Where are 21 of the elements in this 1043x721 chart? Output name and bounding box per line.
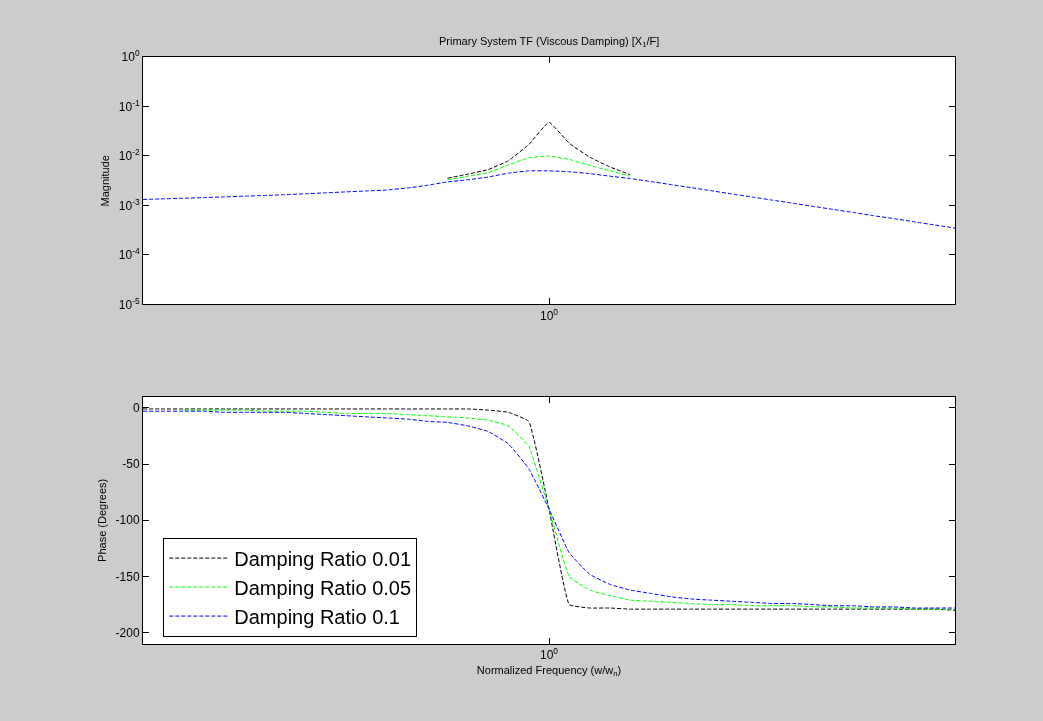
y-tick-label: 10$^{0}$ — [121, 48, 140, 65]
y-tick-label: 10$^{-3}$ — [118, 196, 140, 213]
line-series — [447, 155, 631, 181]
legend-label: Damping Ratio 0.1 — [234, 605, 400, 628]
y-tick-label: -100 — [115, 513, 140, 528]
y-tick-label: 10$^{-2}$ — [118, 147, 140, 164]
y-tick-label: -150 — [115, 569, 140, 584]
y-tick-label: 0 — [132, 401, 140, 416]
x-axis-title: Normalized Frequency (w/w$_{n}$) — [476, 663, 622, 678]
y-tick-label: 10$^{-4}$ — [118, 246, 140, 263]
y-axis-title: Magnitude — [99, 155, 112, 207]
legend-label: Damping Ratio 0.01 — [234, 547, 412, 570]
line-series — [143, 170, 955, 229]
line-series — [447, 121, 631, 179]
y-tick-label: -200 — [115, 625, 140, 640]
chart-title: Primary System TF (Viscous Damping) [X$_{1}$/F] — [439, 35, 660, 50]
y-tick-label: -50 — [122, 457, 140, 472]
y-tick-label: 10$^{-1}$ — [118, 97, 140, 114]
legend-label: Damping Ratio 0.05 — [234, 576, 412, 599]
y-tick-label: 10$^{-5}$ — [118, 295, 140, 312]
y-axis-title: Phase (Degrees) — [96, 478, 109, 562]
